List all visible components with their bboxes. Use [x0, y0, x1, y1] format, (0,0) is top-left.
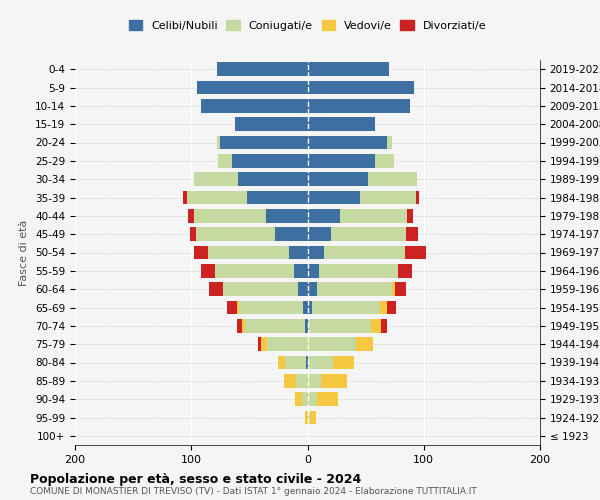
Bar	[200, 264, 215, 278]
Bar	[356, 338, 373, 351]
Bar	[196, 228, 275, 241]
Bar	[188, 209, 194, 222]
Bar	[239, 300, 303, 314]
Bar	[208, 246, 289, 260]
Bar	[242, 319, 245, 332]
Bar	[308, 319, 371, 332]
Bar	[236, 319, 242, 332]
Bar	[220, 136, 308, 149]
Bar	[261, 338, 267, 351]
Bar	[308, 172, 368, 186]
Bar	[223, 282, 298, 296]
Bar	[194, 172, 238, 186]
Bar	[289, 246, 308, 260]
Bar	[416, 190, 419, 204]
Bar	[298, 282, 308, 296]
Bar	[308, 228, 331, 241]
Bar	[305, 319, 308, 332]
Bar	[405, 246, 426, 260]
Bar	[308, 356, 333, 370]
Bar	[308, 338, 356, 351]
Bar	[380, 300, 386, 314]
Bar	[308, 118, 375, 131]
Y-axis label: Fasce di età: Fasce di età	[19, 220, 29, 286]
Bar	[275, 228, 308, 241]
Bar	[308, 154, 375, 168]
Bar	[406, 228, 418, 241]
Bar	[217, 62, 308, 76]
Bar	[360, 190, 416, 204]
Bar	[218, 154, 232, 168]
Bar	[331, 228, 406, 241]
Legend: Celibi/Nubili, Coniugati/e, Vedovi/e, Divorziati/e: Celibi/Nubili, Coniugati/e, Vedovi/e, Di…	[124, 16, 491, 35]
Bar	[322, 374, 347, 388]
Bar	[308, 246, 324, 260]
Bar	[317, 282, 392, 296]
Bar	[308, 80, 415, 94]
Bar	[308, 300, 312, 314]
Bar	[308, 392, 317, 406]
Bar	[295, 392, 302, 406]
Bar	[308, 136, 386, 149]
Bar	[217, 136, 220, 149]
Bar	[317, 392, 338, 406]
Bar	[407, 209, 413, 222]
Bar	[371, 319, 381, 332]
Bar	[381, 319, 386, 332]
Bar	[227, 300, 236, 314]
Bar	[308, 209, 340, 222]
Bar	[398, 264, 412, 278]
Bar	[278, 356, 286, 370]
Bar	[392, 282, 395, 296]
Bar	[215, 264, 293, 278]
Bar	[368, 172, 417, 186]
Bar	[324, 246, 405, 260]
Bar	[284, 374, 296, 388]
Bar	[395, 282, 406, 296]
Bar	[303, 300, 308, 314]
Bar	[197, 80, 308, 94]
Bar	[308, 62, 389, 76]
Bar	[319, 264, 398, 278]
Bar	[333, 356, 354, 370]
Bar	[312, 300, 380, 314]
Bar	[257, 338, 261, 351]
Bar	[232, 154, 308, 168]
Bar	[296, 374, 308, 388]
Bar	[187, 190, 247, 204]
Bar	[375, 154, 394, 168]
Bar	[247, 190, 308, 204]
Bar	[386, 136, 392, 149]
Bar	[307, 356, 308, 370]
Bar	[293, 264, 308, 278]
Bar	[305, 410, 308, 424]
Bar	[235, 118, 308, 131]
Bar	[302, 392, 308, 406]
Bar	[236, 300, 239, 314]
Bar	[266, 209, 308, 222]
Bar	[308, 410, 310, 424]
Bar	[308, 282, 317, 296]
Bar	[310, 410, 316, 424]
Bar	[190, 228, 196, 241]
Bar	[194, 209, 266, 222]
Bar	[340, 209, 407, 222]
Text: Popolazione per età, sesso e stato civile - 2024: Popolazione per età, sesso e stato civil…	[30, 472, 361, 486]
Bar	[286, 356, 307, 370]
Bar	[183, 190, 187, 204]
Bar	[308, 374, 322, 388]
Text: COMUNE DI MONASTIER DI TREVISO (TV) - Dati ISTAT 1° gennaio 2024 - Elaborazione : COMUNE DI MONASTIER DI TREVISO (TV) - Da…	[30, 488, 477, 496]
Bar	[209, 282, 223, 296]
Bar	[238, 172, 308, 186]
Bar	[194, 246, 208, 260]
Bar	[308, 190, 360, 204]
Bar	[308, 264, 319, 278]
Bar	[386, 300, 396, 314]
Bar	[245, 319, 305, 332]
Bar	[200, 99, 308, 112]
Bar	[308, 99, 410, 112]
Bar	[267, 338, 308, 351]
